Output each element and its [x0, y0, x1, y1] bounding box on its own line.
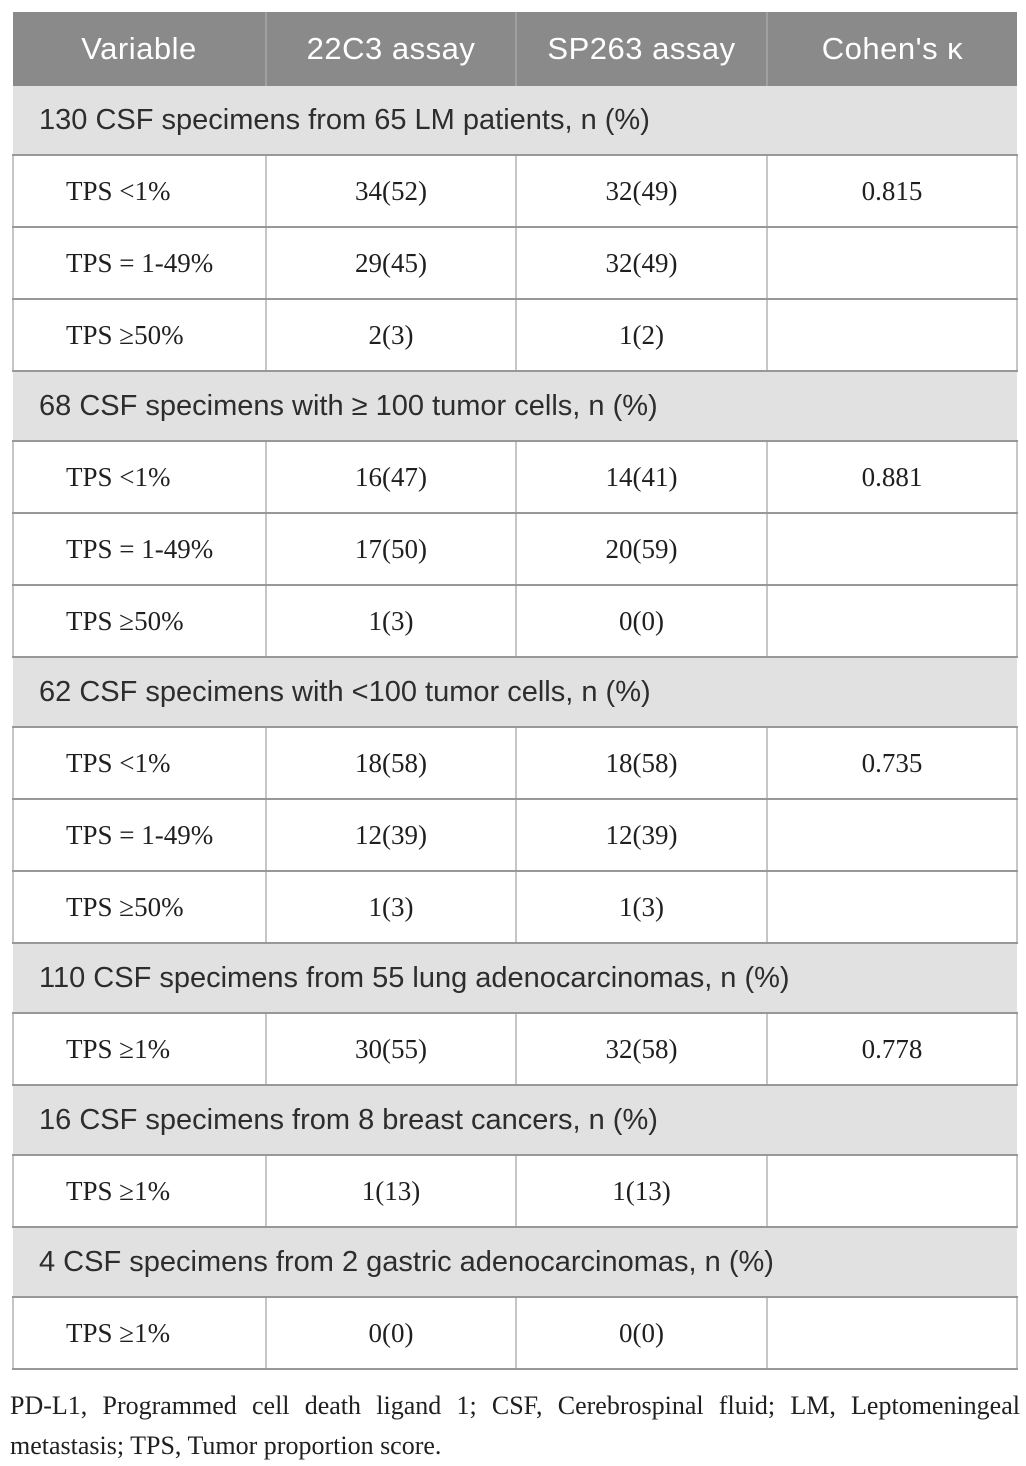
cell-kappa	[766, 1154, 1018, 1228]
cell-variable: TPS ≥1%	[12, 1012, 267, 1086]
cell-sp263: 1(2)	[515, 298, 768, 372]
table-row: TPS <1% 34(52) 32(49) 0.815	[12, 154, 1018, 228]
cell-variable: TPS <1%	[12, 440, 267, 514]
cell-kappa	[766, 584, 1018, 658]
cell-kappa: 0.815	[766, 154, 1018, 228]
table-row: TPS = 1-49% 12(39) 12(39)	[12, 798, 1018, 872]
section-header-lm-patients: 130 CSF specimens from 65 LM patients, n…	[13, 86, 1017, 156]
section-header-lt100-tumor-cells: 62 CSF specimens with <100 tumor cells, …	[13, 656, 1017, 728]
cell-sp263: 1(3)	[515, 870, 768, 944]
header-cell-variable: Variable	[13, 12, 266, 86]
cell-kappa: 0.735	[766, 726, 1018, 800]
cell-22c3: 2(3)	[265, 298, 517, 372]
cell-variable: TPS = 1-49%	[12, 226, 267, 300]
cell-22c3: 1(3)	[265, 584, 517, 658]
cell-variable: TPS ≥1%	[12, 1154, 267, 1228]
results-table: Variable 22C3 assay SP263 assay Cohen's …	[12, 12, 1018, 1370]
section-title: 68 CSF specimens with ≥ 100 tumor cells,…	[13, 370, 1017, 442]
cell-sp263: 14(41)	[515, 440, 768, 514]
table-row: TPS ≥1% 30(55) 32(58) 0.778	[12, 1012, 1018, 1086]
cell-variable: TPS <1%	[12, 154, 267, 228]
cell-kappa	[766, 870, 1018, 944]
cell-sp263: 0(0)	[515, 1296, 768, 1370]
table-row: TPS ≥1% 0(0) 0(0)	[12, 1296, 1018, 1370]
table-row: TPS ≥50% 2(3) 1(2)	[12, 298, 1018, 372]
table-row: TPS ≥50% 1(3) 0(0)	[12, 584, 1018, 658]
cell-22c3: 29(45)	[265, 226, 517, 300]
section-title: 62 CSF specimens with <100 tumor cells, …	[13, 656, 1017, 728]
cell-22c3: 18(58)	[265, 726, 517, 800]
cell-22c3: 1(3)	[265, 870, 517, 944]
cell-22c3: 1(13)	[265, 1154, 517, 1228]
section-header-ge100-tumor-cells: 68 CSF specimens with ≥ 100 tumor cells,…	[13, 370, 1017, 442]
cell-22c3: 0(0)	[265, 1296, 517, 1370]
cell-22c3: 34(52)	[265, 154, 517, 228]
cell-kappa: 0.778	[766, 1012, 1018, 1086]
table-row: TPS ≥50% 1(3) 1(3)	[12, 870, 1018, 944]
cell-variable: TPS <1%	[12, 726, 267, 800]
cell-kappa	[766, 298, 1018, 372]
table-header-row: Variable 22C3 assay SP263 assay Cohen's …	[13, 12, 1017, 86]
cell-variable: TPS ≥50%	[12, 870, 267, 944]
section-title: 4 CSF specimens from 2 gastric adenocarc…	[13, 1226, 1017, 1298]
section-title: 110 CSF specimens from 55 lung adenocarc…	[13, 942, 1017, 1014]
table-row: TPS = 1-49% 29(45) 32(49)	[12, 226, 1018, 300]
table-row: TPS ≥1% 1(13) 1(13)	[12, 1154, 1018, 1228]
header-cell-cohens-kappa: Cohen's κ	[766, 12, 1017, 86]
header-cell-22c3-assay: 22C3 assay	[265, 12, 516, 86]
cell-sp263: 32(49)	[515, 154, 768, 228]
section-header-breast-cancers: 16 CSF specimens from 8 breast cancers, …	[13, 1084, 1017, 1156]
section-header-gastric-adenocarcinomas: 4 CSF specimens from 2 gastric adenocarc…	[13, 1226, 1017, 1298]
section-title: 130 CSF specimens from 65 LM patients, n…	[13, 86, 1017, 156]
cell-sp263: 20(59)	[515, 512, 768, 586]
cell-kappa	[766, 798, 1018, 872]
cell-22c3: 30(55)	[265, 1012, 517, 1086]
cell-kappa	[766, 226, 1018, 300]
cell-kappa	[766, 1296, 1018, 1370]
cell-kappa: 0.881	[766, 440, 1018, 514]
paper-table-figure: Variable 22C3 assay SP263 assay Cohen's …	[0, 12, 1026, 1460]
header-cell-sp263-assay: SP263 assay	[515, 12, 767, 86]
cell-variable: TPS ≥50%	[12, 298, 267, 372]
cell-sp263: 0(0)	[515, 584, 768, 658]
cell-variable: TPS = 1-49%	[12, 798, 267, 872]
table-row: TPS <1% 18(58) 18(58) 0.735	[12, 726, 1018, 800]
cell-sp263: 32(58)	[515, 1012, 768, 1086]
cell-sp263: 32(49)	[515, 226, 768, 300]
cell-kappa	[766, 512, 1018, 586]
section-title: 16 CSF specimens from 8 breast cancers, …	[13, 1084, 1017, 1156]
section-header-lung-adenocarcinomas: 110 CSF specimens from 55 lung adenocarc…	[13, 942, 1017, 1014]
cell-sp263: 18(58)	[515, 726, 768, 800]
table-row: TPS = 1-49% 17(50) 20(59)	[12, 512, 1018, 586]
cell-variable: TPS ≥50%	[12, 584, 267, 658]
cell-sp263: 1(13)	[515, 1154, 768, 1228]
cell-22c3: 17(50)	[265, 512, 517, 586]
cell-22c3: 12(39)	[265, 798, 517, 872]
cell-22c3: 16(47)	[265, 440, 517, 514]
cell-variable: TPS ≥1%	[12, 1296, 267, 1370]
table-row: TPS <1% 16(47) 14(41) 0.881	[12, 440, 1018, 514]
cell-variable: TPS = 1-49%	[12, 512, 267, 586]
table-footnote: PD-L1, Programmed cell death ligand 1; C…	[10, 1391, 1020, 1460]
cell-sp263: 12(39)	[515, 798, 768, 872]
